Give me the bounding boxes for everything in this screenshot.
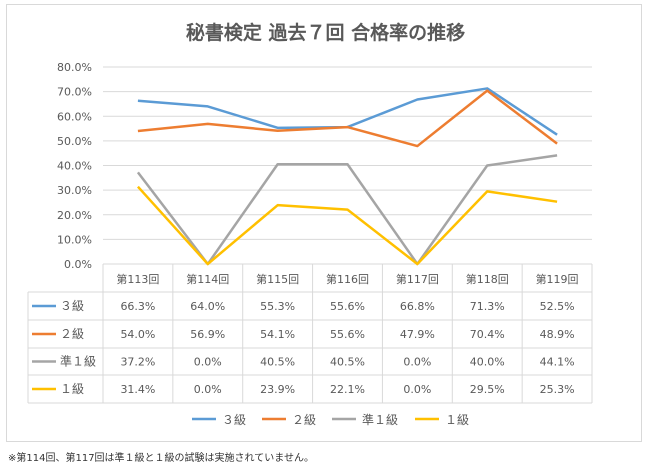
data-label: 22.1% <box>330 383 365 396</box>
legend-label: ３級 <box>222 413 246 427</box>
data-label: 54.0% <box>120 328 155 341</box>
y-tick-label: 10.0% <box>57 233 92 246</box>
category-label: 第119回 <box>536 272 579 286</box>
y-tick-label: 60.0% <box>57 110 92 123</box>
data-label: 29.5% <box>470 383 505 396</box>
series-name: ２級 <box>60 327 84 341</box>
y-tick-label: 20.0% <box>57 209 92 222</box>
y-tick-label: 80.0% <box>57 61 92 74</box>
data-label: 64.0% <box>190 300 225 313</box>
data-label: 66.8% <box>400 300 435 313</box>
data-label: 55.3% <box>260 300 295 313</box>
y-tick-label: 50.0% <box>57 135 92 148</box>
data-label: 56.9% <box>190 328 225 341</box>
chart-title: 秘書検定 過去７回 合格率の推移 <box>185 22 466 44</box>
y-tick-label: 40.0% <box>57 160 92 173</box>
category-label: 第118回 <box>466 272 509 286</box>
category-label: 第113回 <box>116 272 159 286</box>
series-name: １級 <box>60 382 84 396</box>
y-tick-label: 30.0% <box>57 184 92 197</box>
y-tick-label: 0.0% <box>64 258 92 271</box>
data-label: 70.4% <box>470 328 505 341</box>
category-label: 第117回 <box>396 272 439 286</box>
data-label: 31.4% <box>120 383 155 396</box>
data-label: 66.3% <box>120 300 155 313</box>
series-line-1 <box>137 89 558 148</box>
data-label: 44.1% <box>540 356 575 369</box>
legend-label: ２級 <box>292 413 316 427</box>
data-label: 40.5% <box>260 356 295 369</box>
data-label: 71.3% <box>470 300 505 313</box>
data-label: 40.0% <box>470 356 505 369</box>
category-label: 第114回 <box>186 272 229 286</box>
data-label: 40.5% <box>330 356 365 369</box>
footnote: ※第114回、第117回は準１級と１級の試験は実施されていません。 <box>8 453 314 464</box>
series-line-3 <box>137 185 558 266</box>
chart-frame <box>6 4 642 442</box>
legend-label: １級 <box>445 413 469 427</box>
data-label: 25.3% <box>540 383 575 396</box>
y-tick-label: 70.0% <box>57 86 92 99</box>
category-label: 第116回 <box>326 272 369 286</box>
legend-label: 準１級 <box>362 412 398 427</box>
data-label: 37.2% <box>120 356 155 369</box>
data-label: 0.0% <box>403 383 431 396</box>
data-label: 23.9% <box>260 383 295 396</box>
data-label: 0.0% <box>194 356 222 369</box>
data-label: 47.9% <box>400 328 435 341</box>
data-label: 55.6% <box>330 328 365 341</box>
data-label: 48.9% <box>540 328 575 341</box>
data-label: 55.6% <box>330 300 365 313</box>
data-label: 0.0% <box>194 383 222 396</box>
data-label: 0.0% <box>403 356 431 369</box>
series-name: 準１級 <box>60 354 96 369</box>
data-label: 54.1% <box>260 328 295 341</box>
data-label: 52.5% <box>540 300 575 313</box>
series-name: ３級 <box>60 299 84 313</box>
category-label: 第115回 <box>256 272 299 286</box>
